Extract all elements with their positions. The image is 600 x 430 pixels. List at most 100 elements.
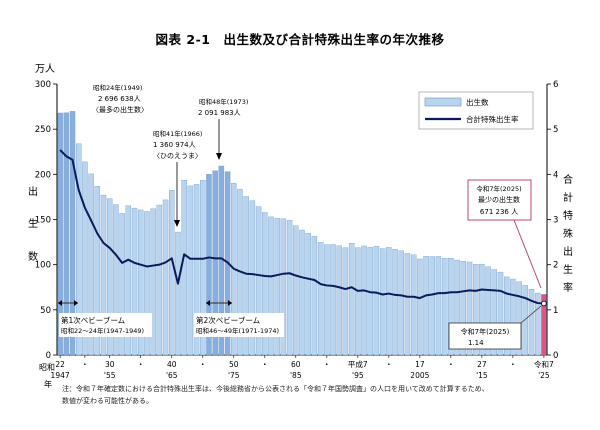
- x-era-label: 昭和: [39, 363, 55, 372]
- annotation-line: 令和7年(2025): [476, 184, 521, 193]
- bar-1987: [305, 233, 311, 356]
- annotation-line: 昭和24年(1949): [93, 83, 142, 92]
- bar-2014: [472, 264, 479, 356]
- y-right-label-char: 特: [563, 210, 573, 222]
- x-tick-label: ・: [261, 360, 269, 369]
- x-tick-label: ・: [509, 360, 517, 369]
- bar-1994: [348, 242, 355, 356]
- bar-1997: [367, 247, 373, 356]
- x-tick-label: 60: [291, 360, 301, 369]
- bar-1972: [212, 170, 218, 356]
- annotation-line: 昭和48年(1973): [199, 97, 248, 106]
- bar-1949: [69, 111, 76, 356]
- bar-2007: [429, 256, 435, 356]
- birth-bars: [57, 111, 547, 356]
- bar-1996: [361, 245, 367, 356]
- tfr-point-2025: [541, 300, 547, 307]
- legend-label-births: 出生数: [466, 97, 489, 107]
- y-right-tick-label: 4: [553, 170, 558, 180]
- bar-1971: [206, 174, 212, 356]
- annotation-tfr2025: 令和7年(2025) 1.14: [448, 305, 542, 350]
- x-tick-label-western: '75: [228, 371, 240, 380]
- bar-1969: [193, 184, 200, 356]
- tfr-line-group: [59, 149, 547, 307]
- bar-2000: [386, 247, 392, 356]
- bar-1959: [131, 207, 138, 356]
- annotation-boom1: 第1次ベビーブーム 昭和22～24年(1947-1949): [58, 300, 152, 337]
- bar-2024: [534, 292, 541, 356]
- x-tick-label: 令和7: [534, 359, 554, 369]
- bar-2003: [404, 253, 411, 356]
- bar-2023: [528, 289, 535, 356]
- y-right-label-char: 出: [563, 245, 573, 258]
- y-left-label-char: 数: [28, 250, 38, 263]
- annotation-line: 1.14: [468, 339, 484, 347]
- min-births-leader: [513, 219, 542, 289]
- y-right-tick-label: 6: [553, 80, 558, 90]
- x-tick-label: 平成7: [348, 359, 368, 369]
- bar-1952: [88, 173, 94, 356]
- bar-2012: [460, 261, 466, 356]
- bar-2002: [398, 250, 404, 356]
- bar-2006: [423, 256, 429, 356]
- x-tick-label-western: 2005: [410, 371, 429, 380]
- x-tick-labels: 22 ・ 30 ・ 40 ・ 50 ・ 60 ・ 平成7 ・ 17 ・ 27 ・ 令和7 1947 '55 '65 '7…: [51, 355, 554, 380]
- bar-1962: [150, 208, 156, 356]
- annotation-line: 第1次ベビーブーム: [61, 315, 125, 325]
- bar-1966: [175, 231, 181, 356]
- bar-1999: [379, 248, 386, 356]
- y-left-tick-label: 0: [46, 351, 51, 361]
- x-tick-label: ・: [199, 360, 207, 369]
- x-tick-label: ・: [385, 360, 393, 369]
- tfr2025-leader: [520, 305, 542, 324]
- bar-2017: [491, 269, 498, 356]
- bar-2016: [485, 266, 491, 356]
- x-tick-label: 27: [477, 360, 487, 369]
- x-tick-label: 17: [415, 360, 425, 369]
- y-left-tick-label: 300: [35, 80, 51, 90]
- annotation-line: 671 236 人: [480, 208, 518, 216]
- y-right-label-char: 率: [563, 281, 573, 294]
- bar-2021: [516, 281, 522, 356]
- bar-1964: [162, 199, 169, 356]
- bar-1981: [268, 216, 274, 356]
- bar-2019: [503, 276, 510, 356]
- annotation-min-births: 令和7年(2025) 最少の出生数 671 236 人: [467, 179, 542, 289]
- bar-1993: [342, 247, 349, 356]
- annotation-1973: 昭和48年(1973) 2 091 983人: [198, 97, 248, 160]
- y-left-tick-label: 200: [35, 170, 51, 180]
- y-left-label: 出 生 数: [28, 185, 38, 263]
- min-births-box: [467, 179, 532, 221]
- y-left-tick-label: 50: [40, 306, 51, 316]
- bar-1958: [125, 205, 132, 356]
- bar-1983: [280, 218, 287, 356]
- x-tick-label-western: 1947: [51, 371, 70, 380]
- x-tick-label: 50: [229, 360, 239, 369]
- bar-1988: [311, 236, 318, 356]
- x-tick-label: 22: [55, 360, 65, 369]
- bar-1968: [187, 185, 194, 356]
- y-left-unit: 万人: [35, 63, 55, 75]
- annotation-boom2: 第2次ベビーブーム 昭和46～49年(1971-1974): [194, 300, 284, 337]
- y-right-label-char: 合: [563, 173, 573, 186]
- y-left-tick-label: 100: [35, 261, 51, 271]
- bar-1948: [63, 112, 70, 356]
- x-tick-label-western: '95: [352, 371, 364, 380]
- annotation-1966: 昭和41年(1966) 1 360 974人 〈ひのえうま〉: [153, 129, 202, 227]
- bar-1953: [94, 186, 101, 356]
- x-tick-label-western: '85: [290, 371, 302, 380]
- x-tick-label-western: '25: [538, 371, 550, 380]
- legend-bar-swatch: [424, 97, 462, 107]
- bar-1992: [336, 245, 342, 356]
- bar-1979: [255, 206, 262, 356]
- bar-1985: [293, 225, 299, 356]
- annotation-line: 昭和41年(1966): [153, 129, 202, 138]
- annotation-line: 1 360 974人: [153, 141, 196, 149]
- legend-label-tfr: 合計特殊出生率: [466, 114, 519, 124]
- bar-1957: [119, 213, 125, 356]
- bar-1978: [249, 200, 256, 356]
- x-tick-label-western: '55: [104, 371, 116, 380]
- boom1-label-box: [59, 313, 152, 337]
